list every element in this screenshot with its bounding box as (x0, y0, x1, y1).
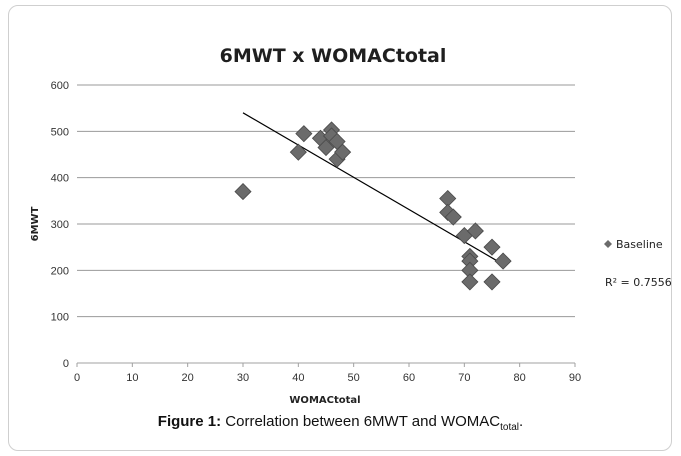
legend: Baseline (604, 238, 663, 251)
chart-title: 6MWT x WOMACtotal (220, 45, 447, 67)
data-point-baseline (466, 222, 484, 240)
x-tick-label: 80 (514, 372, 526, 384)
chart-frame (8, 5, 672, 451)
legend-marker-baseline (604, 240, 612, 248)
r-squared-annotation: R² = 0.7556 (605, 276, 672, 289)
data-points (234, 121, 512, 291)
y-tick-label: 600 (51, 80, 69, 92)
x-axis-ticks: 0 10 20 30 40 50 60 70 80 90 (74, 363, 581, 384)
x-tick-label: 20 (182, 372, 194, 384)
x-tick-label: 0 (74, 372, 80, 384)
figure-caption: Figure 1: Correlation between 6MWT and W… (0, 413, 681, 433)
x-tick-label: 70 (458, 372, 470, 384)
caption-text: Correlation between 6MWT and WOMAC (225, 413, 501, 430)
data-point-baseline (295, 125, 313, 143)
y-tick-label: 400 (51, 173, 69, 185)
y-tick-label: 0 (63, 358, 69, 370)
data-point-baseline (317, 138, 335, 157)
caption-prefix: Figure 1: (157, 413, 222, 430)
data-point-baseline (483, 238, 501, 256)
x-tick-label: 50 (348, 372, 360, 384)
data-point-baseline (483, 273, 501, 291)
data-point-baseline (289, 143, 307, 161)
data-point-baseline (494, 252, 512, 270)
x-axis-title: WOMACtotal (289, 395, 360, 406)
x-tick-label: 30 (237, 372, 249, 384)
caption-suffix: . (519, 413, 524, 430)
y-tick-label: 500 (51, 126, 69, 138)
caption-subscript: total (500, 422, 520, 433)
legend-label-baseline: Baseline (616, 238, 663, 251)
y-tick-label: 200 (51, 265, 69, 277)
y-axis-title: 6MWT (30, 206, 41, 241)
x-tick-label: 40 (292, 372, 304, 384)
y-tick-label: 300 (51, 219, 69, 231)
x-tick-label: 60 (403, 372, 415, 384)
data-point-baseline (334, 143, 352, 161)
y-axis-ticks: 0 100 200 300 400 500 600 (51, 80, 69, 370)
data-point-baseline (234, 183, 252, 201)
x-tick-label: 90 (569, 372, 581, 384)
y-tick-label: 100 (51, 312, 69, 324)
data-point-baseline (444, 208, 462, 226)
x-tick-label: 10 (126, 372, 138, 384)
data-point-baseline (461, 273, 479, 291)
